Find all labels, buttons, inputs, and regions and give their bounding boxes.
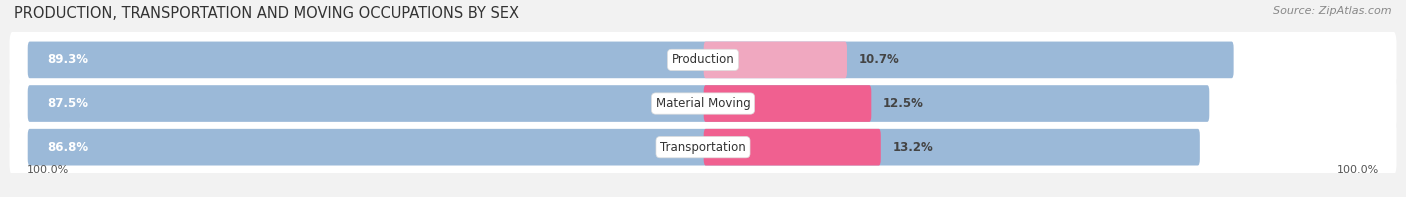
Text: PRODUCTION, TRANSPORTATION AND MOVING OCCUPATIONS BY SEX: PRODUCTION, TRANSPORTATION AND MOVING OC… bbox=[14, 6, 519, 21]
FancyBboxPatch shape bbox=[10, 118, 1396, 176]
Text: 100.0%: 100.0% bbox=[1337, 165, 1379, 175]
Text: Transportation: Transportation bbox=[661, 141, 745, 154]
Text: 87.5%: 87.5% bbox=[48, 97, 89, 110]
Text: Material Moving: Material Moving bbox=[655, 97, 751, 110]
Text: 100.0%: 100.0% bbox=[27, 165, 69, 175]
Text: 86.8%: 86.8% bbox=[48, 141, 89, 154]
Text: 13.2%: 13.2% bbox=[893, 141, 934, 154]
Text: Production: Production bbox=[672, 53, 734, 66]
Text: 10.7%: 10.7% bbox=[859, 53, 900, 66]
FancyBboxPatch shape bbox=[28, 42, 1233, 78]
Text: Source: ZipAtlas.com: Source: ZipAtlas.com bbox=[1274, 6, 1392, 16]
FancyBboxPatch shape bbox=[703, 129, 880, 165]
FancyBboxPatch shape bbox=[10, 31, 1396, 89]
Text: 89.3%: 89.3% bbox=[48, 53, 89, 66]
FancyBboxPatch shape bbox=[28, 129, 1199, 165]
FancyBboxPatch shape bbox=[703, 85, 872, 122]
FancyBboxPatch shape bbox=[10, 75, 1396, 132]
FancyBboxPatch shape bbox=[703, 42, 846, 78]
Text: 12.5%: 12.5% bbox=[883, 97, 924, 110]
FancyBboxPatch shape bbox=[28, 85, 1209, 122]
